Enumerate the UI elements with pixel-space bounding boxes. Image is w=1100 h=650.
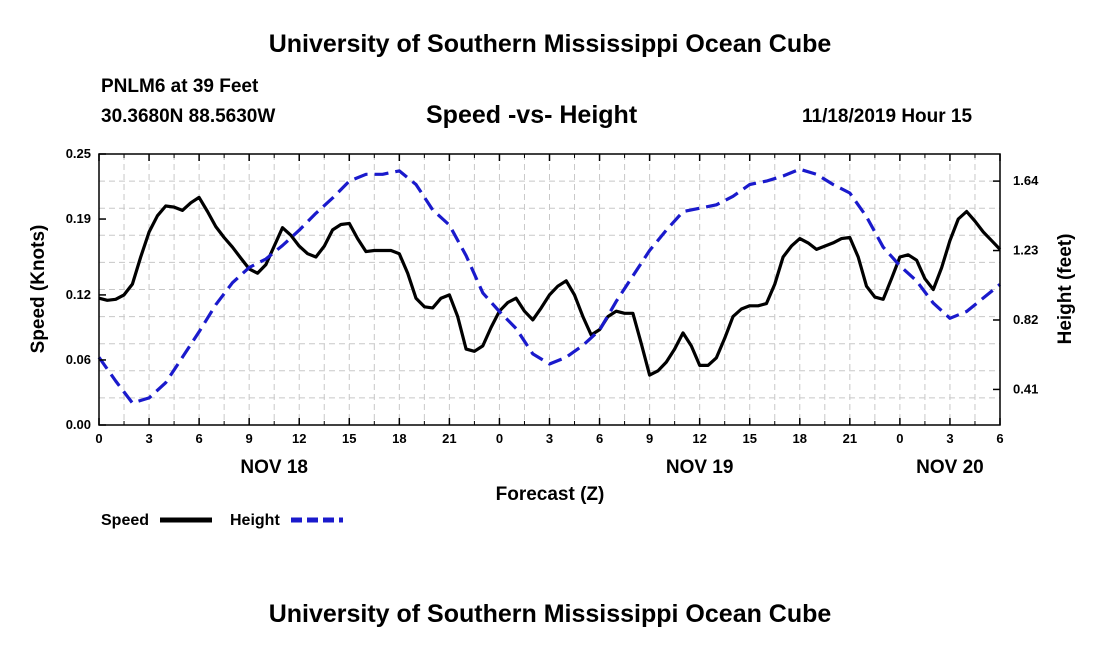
x-tick-label-7: 21 [442, 431, 456, 446]
x-tick-label-8: 0 [496, 431, 503, 446]
x-tick-label-1: 3 [145, 431, 152, 446]
x-tick-label-2: 6 [195, 431, 202, 446]
x-tick-label-16: 0 [896, 431, 903, 446]
series-lines [97, 167, 1002, 405]
y2-axis-label: Height (feet) [1055, 234, 1076, 345]
x-tick-label-3: 9 [246, 431, 253, 446]
chart-title: Speed -vs- Height [426, 101, 638, 129]
y2-tick-label-3: 1.64 [1013, 173, 1039, 188]
series-line-height [97, 167, 1002, 405]
x-tick-label-14: 18 [793, 431, 807, 446]
legend-label-speed: Speed [101, 512, 149, 529]
y2-tick-label-1: 0.82 [1013, 312, 1038, 327]
station-label: PNLM6 at 39 Feet [101, 76, 259, 97]
x-tick-label-0: 0 [95, 431, 102, 446]
x-tick-label-12: 12 [692, 431, 706, 446]
day-label-2: NOV 20 [916, 457, 984, 478]
x-tick-label-13: 15 [742, 431, 756, 446]
y-tick-label-3: 0.19 [66, 211, 91, 226]
coordinates-label: 30.3680N 88.5630W [101, 106, 276, 127]
day-label-0: NOV 18 [240, 457, 308, 478]
y-tick-label-4: 0.25 [66, 146, 91, 161]
legend-label-height: Height [230, 512, 280, 529]
forecast-datetime: 11/18/2019 Hour 15 [802, 106, 973, 127]
x-tick-label-5: 15 [342, 431, 356, 446]
x-tick-label-6: 18 [392, 431, 406, 446]
x-tick-label-15: 21 [843, 431, 857, 446]
y-tick-label-2: 0.12 [66, 287, 91, 302]
day-label-1: NOV 19 [666, 457, 734, 478]
y-axis-label: Speed (Knots) [28, 225, 49, 354]
legend: Speed Height [101, 512, 343, 529]
x-axis-label: Forecast (Z) [496, 484, 605, 505]
y-tick-label-1: 0.06 [66, 352, 91, 367]
x-tick-label-18: 6 [996, 431, 1003, 446]
x-tick-label-11: 9 [646, 431, 653, 446]
x-tick-label-4: 12 [292, 431, 306, 446]
y2-tick-label-2: 1.23 [1013, 243, 1038, 258]
grid-lines [99, 154, 1000, 425]
footer-title: University of Southern Mississippi Ocean… [268, 600, 832, 628]
x-tick-label-9: 3 [546, 431, 553, 446]
x-tick-label-17: 3 [946, 431, 953, 446]
x-tick-label-10: 6 [596, 431, 603, 446]
y2-tick-label-0: 0.41 [1013, 381, 1038, 396]
y-tick-label-0: 0.00 [66, 417, 91, 432]
page-title: University of Southern Mississippi Ocean… [268, 30, 832, 58]
axes: 0 3 6 9 12 15 18 21 0 3 6 9 12 15 18 21 0 3 6 NOV 18 NOV 19 N… [66, 146, 1039, 478]
